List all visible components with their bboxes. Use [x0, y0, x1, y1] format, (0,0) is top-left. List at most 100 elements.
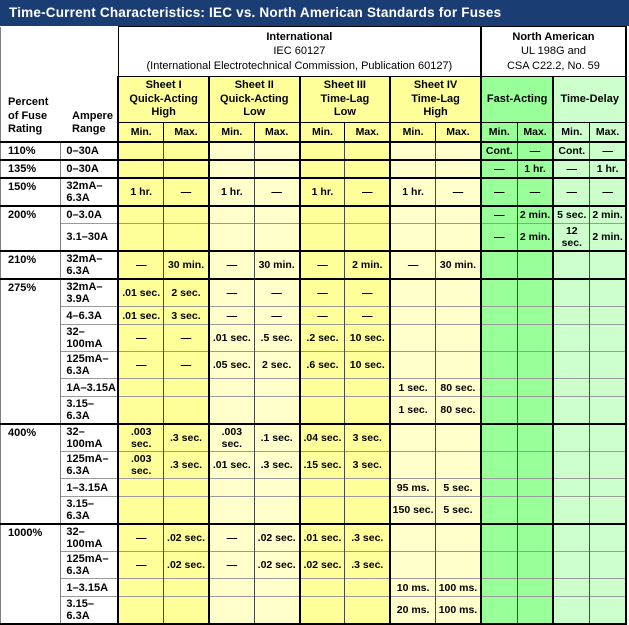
ampere-range-cell: 3.15–6.3A: [60, 496, 119, 524]
value-cell: [479, 596, 518, 624]
value-cell: [434, 306, 481, 325]
value-cell: [253, 496, 300, 524]
table-row: 400% 32–100mA .003 sec. .3 sec. .003 sec. .1 …: [0, 423, 626, 524]
value-cell: [117, 223, 164, 251]
ampere-range-cell: 32mA–3.9A: [60, 278, 119, 307]
value-cell: [434, 158, 481, 178]
value-cell: —: [163, 351, 209, 379]
value-cell: —: [207, 523, 255, 552]
sheet-3-header: Sheet III Time-Lag Low: [298, 76, 391, 123]
value-cell: [434, 423, 481, 452]
value-cell: [389, 523, 436, 552]
table-row: 135% 0–30A —1 hr. —1 hr.: [0, 158, 626, 178]
value-cell: [516, 423, 554, 452]
value-cell: [479, 478, 518, 497]
value-cell: [552, 523, 590, 552]
value-cell: 150 sec.: [389, 496, 436, 524]
min-header: Min.: [389, 122, 437, 142]
value-cell: 1 hr.: [298, 176, 345, 206]
value-cell: [552, 306, 590, 325]
fuse-characteristics-table: Percent of Fuse Rating Ampere Range Inte…: [0, 26, 627, 625]
value-cell: [589, 478, 626, 497]
value-cell: [298, 378, 345, 397]
percent-cell: 200%: [0, 204, 61, 251]
north-american-std: UL 198G and: [520, 45, 586, 58]
value-cell: [207, 223, 255, 251]
value-cell: 1 sec.: [389, 378, 436, 397]
value-cell: [552, 496, 590, 524]
value-cell: —: [117, 324, 164, 352]
value-cell: [163, 158, 209, 178]
value-cell: 1 hr.: [117, 176, 164, 206]
value-cell: Cont.: [552, 140, 590, 160]
value-cell: [552, 396, 590, 424]
value-cell: 2 min.: [589, 223, 626, 251]
table-row: 275% 32mA–3.9A .01 sec. 2 sec. — — — —: [0, 278, 626, 424]
value-cell: [389, 351, 436, 379]
value-cell: —: [552, 158, 590, 178]
value-cell: 1 hr.: [516, 158, 554, 178]
value-cell: [344, 578, 391, 597]
ampere-range-cell: 32–100mA: [60, 423, 119, 452]
value-cell: 1 hr.: [389, 176, 436, 206]
value-cell: [253, 596, 300, 624]
value-cell: 2 sec.: [163, 278, 209, 307]
max-header: Max.: [589, 122, 627, 142]
value-cell: 3 sec.: [344, 451, 391, 479]
value-cell: [589, 351, 626, 379]
value-cell: —: [589, 176, 626, 206]
value-cell: [207, 396, 255, 424]
value-cell: 30 min.: [434, 250, 481, 279]
value-cell: [207, 578, 255, 597]
value-cell: [389, 423, 436, 452]
value-cell: [589, 596, 626, 624]
value-cell: [516, 596, 554, 624]
value-cell: [516, 306, 554, 325]
value-cell: [479, 306, 518, 325]
value-cell: [344, 223, 391, 251]
sheet-1-header: Sheet I Quick-Acting High: [117, 76, 210, 123]
value-cell: 30 min.: [163, 250, 209, 279]
table-row: 125mA–6.3A — — .05 sec. 2 sec. .6 sec. 10 sec.: [1, 351, 626, 379]
table-row: 3.15–6.3A 150 sec. 5 sec.: [1, 496, 626, 524]
value-cell: —: [253, 306, 300, 325]
value-cell: .5 sec.: [253, 324, 300, 352]
value-cell: [163, 578, 209, 597]
value-cell: [479, 378, 518, 397]
column-group-header-row: Sheet I Quick-Acting High Sheet II Quick…: [1, 76, 627, 123]
ampere-range-cell: 32–100mA: [60, 324, 119, 352]
value-cell: [207, 496, 255, 524]
value-cell: [389, 306, 436, 325]
value-cell: [589, 324, 626, 352]
value-cell: [389, 158, 436, 178]
value-cell: —: [344, 306, 391, 325]
value-cell: 20 ms.: [389, 596, 436, 624]
value-cell: [552, 551, 590, 579]
value-cell: —: [163, 324, 209, 352]
value-cell: [479, 496, 518, 524]
value-cell: [479, 396, 518, 424]
value-cell: [479, 250, 518, 279]
value-cell: [434, 204, 481, 224]
value-cell: [117, 396, 164, 424]
value-cell: —: [298, 306, 345, 325]
standards-header-row: Percent of Fuse Rating Ampere Range Inte…: [0, 26, 627, 142]
value-cell: [117, 140, 164, 160]
value-cell: [516, 478, 554, 497]
value-cell: [479, 324, 518, 352]
sheet-2-header: Sheet II Quick-Acting Low: [207, 76, 301, 123]
value-cell: —: [253, 278, 300, 307]
value-cell: [552, 423, 590, 452]
value-cell: [253, 478, 300, 497]
value-cell: .3 sec.: [344, 523, 391, 552]
value-cell: [298, 578, 345, 597]
value-cell: [163, 396, 209, 424]
value-cell: [253, 140, 300, 160]
percent-cell: 150%: [0, 176, 61, 206]
ampere-range-cell: 3.15–6.3A: [60, 596, 119, 624]
ampere-range-cell: 0–30A: [60, 158, 119, 178]
max-header: Max.: [516, 122, 554, 142]
value-cell: [589, 423, 626, 452]
value-cell: .01 sec.: [207, 324, 255, 352]
value-cell: [516, 396, 554, 424]
